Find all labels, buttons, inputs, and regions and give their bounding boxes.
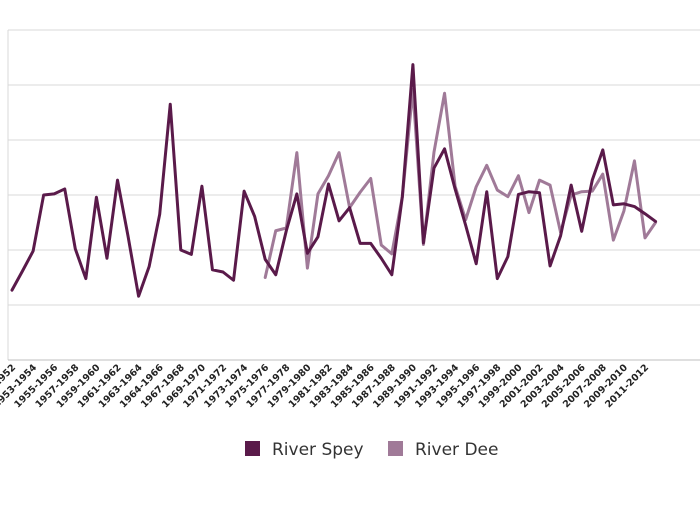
gridlines [7, 29, 700, 360]
series-lines [10, 63, 658, 298]
series-line-river-dee [263, 87, 658, 279]
legend-item-river-spey: River Spey [245, 440, 364, 460]
legend-item-river-dee: River Dee [388, 440, 498, 460]
legend: River Spey River Dee [245, 440, 498, 460]
x-tick-labels: 1951-19521953-19541955-19561957-19581959… [0, 362, 651, 410]
legend-label: River Spey [272, 440, 364, 460]
legend-swatch [388, 441, 403, 456]
series-line-river-spey [10, 63, 658, 298]
legend-label: River Dee [415, 440, 498, 460]
legend-swatch [245, 441, 260, 456]
